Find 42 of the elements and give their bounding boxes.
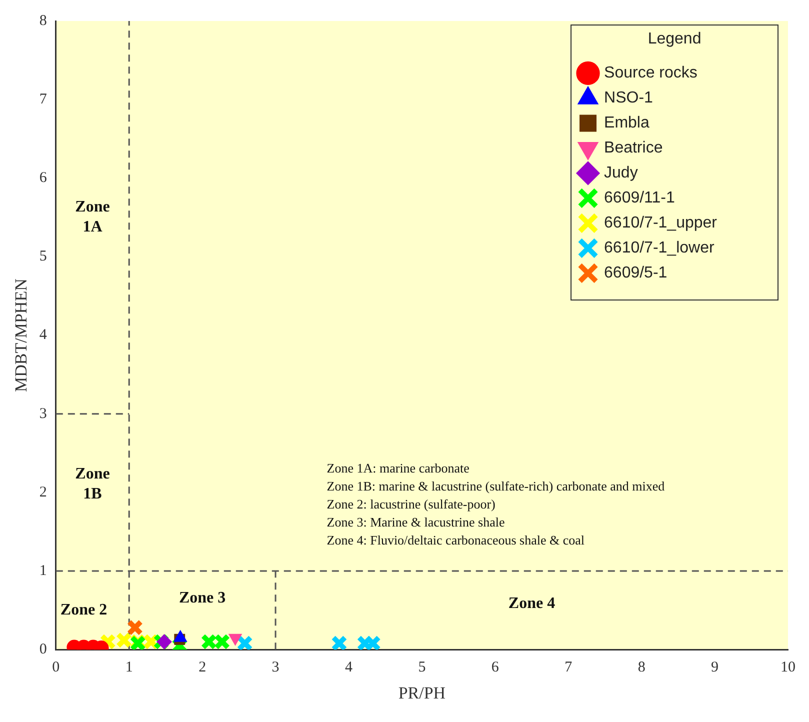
- x-tick-label: 2: [198, 660, 206, 676]
- y-tick-label: 4: [39, 327, 48, 344]
- legend-label: 6610/7-1_upper: [604, 214, 718, 232]
- annotation: Zone 1B: marine & lacustrine (sulfate-rich) carbonate and mixed: [326, 478, 666, 494]
- legend-title: Legend: [648, 30, 702, 48]
- y-tick-label: 8: [39, 12, 47, 29]
- y-axis-title: MDBT/MPHEN: [12, 278, 31, 392]
- legend-label: 6610/7-1_lower: [604, 240, 715, 257]
- legend-label: Embla: [604, 114, 650, 132]
- annotation: Zone 1A: marine carbonate: [326, 460, 470, 476]
- y-tick-label: 7: [39, 92, 48, 108]
- x-tick-label: 6: [491, 660, 500, 676]
- x-tick-label: 5: [418, 660, 426, 676]
- x-tick-label: 4: [344, 660, 353, 676]
- legend-label: 6609/5-1: [604, 264, 668, 282]
- y-tick-label: 6: [39, 170, 48, 186]
- annotation: Zone 3: [178, 590, 226, 607]
- y-tick-label: 3: [39, 406, 47, 422]
- x-tick-label: 9: [711, 660, 719, 676]
- x-axis-title: PR/PH: [398, 683, 446, 702]
- annotation: Zone 2: lacustrine (sulfate-poor): [326, 496, 496, 512]
- annotation: Zone 2: [60, 601, 108, 618]
- legend-label: Judy: [604, 164, 638, 182]
- y-tick-label: 1: [39, 562, 47, 579]
- legend-label: Source rocks: [604, 64, 698, 82]
- legend-label: NSO-1: [604, 90, 654, 107]
- annotation: Zone 1A: [75, 198, 110, 236]
- annotation: Zone 1B: [75, 466, 110, 503]
- y-tick-label: 0: [39, 642, 47, 658]
- annotation: Zone 4: Fluvio/deltaic carbonaceous shale & coal: [326, 532, 585, 548]
- annotation: Zone 3: Marine & lacustrine shale: [326, 514, 505, 530]
- y-tick-label: 2: [39, 484, 47, 500]
- x-tick-label: 7: [564, 660, 573, 676]
- y-tick-label: 5: [39, 248, 47, 265]
- x-tick-label: 3: [272, 660, 280, 676]
- x-tick-label: 10: [780, 660, 796, 676]
- annotation: Zone 4: [508, 595, 556, 612]
- legend-label: 6609/11-1: [604, 190, 675, 207]
- legend-label: Beatrice: [604, 140, 663, 157]
- x-tick-label: 8: [638, 660, 646, 676]
- x-tick-label: 1: [125, 660, 133, 676]
- x-tick-label: 0: [52, 660, 60, 676]
